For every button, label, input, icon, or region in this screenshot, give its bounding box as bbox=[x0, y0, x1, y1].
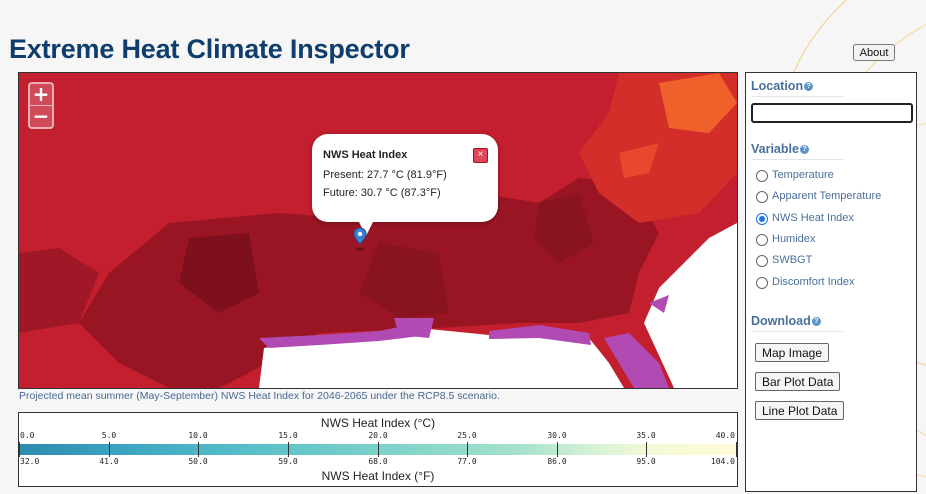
map-popup: NWS Heat Index × Present: 27.7 °C (81.9°… bbox=[312, 134, 498, 236]
legend-tick-mark bbox=[467, 442, 468, 457]
legend-tick-fahrenheit: 32.0 bbox=[20, 457, 40, 466]
legend-tick-fahrenheit: 104.0 bbox=[710, 457, 735, 466]
variable-heading: Variable? bbox=[751, 142, 809, 156]
legend-tick-fahrenheit: 95.0 bbox=[636, 457, 656, 466]
legend-tick-celsius: 35.0 bbox=[636, 431, 656, 440]
legend-tick-celsius: 0.0 bbox=[20, 431, 35, 440]
heat-map[interactable]: + − NWS Heat Index × Present: 27.7 °C (8… bbox=[18, 72, 738, 389]
variable-label[interactable]: Humidex bbox=[772, 232, 816, 245]
help-icon[interactable]: ? bbox=[799, 145, 809, 154]
map-caption: Projected mean summer (May-September) NW… bbox=[19, 390, 500, 402]
legend-tick-fahrenheit: 50.0 bbox=[188, 457, 208, 466]
variable-radio[interactable] bbox=[756, 233, 768, 246]
legend-tick-fahrenheit: 59.0 bbox=[278, 457, 298, 466]
variable-label[interactable]: SWBGT bbox=[772, 254, 813, 267]
legend-tick-fahrenheit: 86.0 bbox=[547, 457, 567, 466]
variable-label[interactable]: NWS Heat Index bbox=[772, 211, 854, 224]
variable-label[interactable]: Apparent Temperature bbox=[772, 190, 882, 203]
location-heading: Location? bbox=[751, 79, 814, 93]
map-raster bbox=[19, 73, 737, 388]
legend-tick-mark bbox=[646, 442, 647, 457]
popup-title: NWS Heat Index bbox=[323, 149, 408, 161]
divider bbox=[751, 159, 843, 160]
legend-tick-mark bbox=[109, 442, 110, 457]
variable-radio[interactable] bbox=[756, 276, 768, 289]
download-heading: Download? bbox=[751, 314, 821, 328]
variable-radio[interactable] bbox=[756, 212, 768, 225]
control-sidebar: Location? Variable? Temperature Apparent … bbox=[745, 72, 917, 492]
divider bbox=[751, 331, 843, 332]
variable-radio[interactable] bbox=[756, 255, 768, 268]
popup-present-value: Present: 27.7 °C (81.9°F) bbox=[323, 169, 447, 181]
map-marker-icon[interactable] bbox=[353, 228, 367, 252]
popup-close-button[interactable]: × bbox=[473, 148, 488, 163]
legend-tick-celsius: 5.0 bbox=[101, 431, 117, 440]
zoom-in-button[interactable]: + bbox=[32, 82, 50, 106]
legend-tick-celsius: 15.0 bbox=[278, 431, 298, 440]
variable-label[interactable]: Temperature bbox=[772, 169, 834, 181]
legend-title-fahrenheit: NWS Heat Index (°F) bbox=[321, 469, 435, 483]
line-plot-data-button[interactable]: Line Plot Data bbox=[755, 401, 845, 420]
variable-label[interactable]: Discomfort Index bbox=[772, 275, 855, 288]
divider bbox=[751, 96, 843, 97]
legend-tick-mark bbox=[378, 442, 379, 457]
legend-tick-celsius: 25.0 bbox=[457, 431, 477, 440]
popup-future-value: Future: 30.7 °C (87.3°F) bbox=[323, 187, 441, 199]
legend-tick-mark bbox=[19, 442, 20, 457]
help-icon[interactable]: ? bbox=[804, 82, 814, 91]
help-icon[interactable]: ? bbox=[811, 317, 821, 326]
variable-radio[interactable] bbox=[756, 170, 768, 182]
color-legend: NWS Heat Index (°C) 0.0 32.0 5.0 41.0 10.0 50… bbox=[18, 412, 738, 487]
about-button[interactable]: About bbox=[853, 44, 895, 61]
location-input[interactable] bbox=[751, 103, 913, 123]
legend-tick-celsius: 20.0 bbox=[368, 431, 388, 440]
legend-tick-celsius: 30.0 bbox=[547, 431, 567, 440]
legend-tick-fahrenheit: 68.0 bbox=[368, 457, 388, 466]
variable-radio[interactable] bbox=[756, 191, 768, 204]
page-title: Extreme Heat Climate Inspector bbox=[9, 34, 410, 64]
legend-tick-celsius: 10.0 bbox=[188, 431, 208, 440]
legend-tick-mark bbox=[198, 442, 199, 457]
legend-tick-celsius: 40.0 bbox=[715, 431, 735, 440]
legend-tick-mark bbox=[557, 442, 558, 457]
legend-tick-fahrenheit: 41.0 bbox=[99, 457, 119, 466]
map-image-button[interactable]: Map Image bbox=[755, 343, 830, 362]
legend-title-celsius: NWS Heat Index (°C) bbox=[320, 416, 436, 430]
legend-tick-mark bbox=[288, 442, 289, 457]
legend-tick-mark bbox=[736, 442, 737, 457]
bar-plot-data-button[interactable]: Bar Plot Data bbox=[755, 372, 841, 391]
legend-tick-fahrenheit: 77.0 bbox=[457, 457, 477, 466]
zoom-out-button[interactable]: − bbox=[30, 105, 52, 127]
zoom-control: + − bbox=[28, 82, 54, 129]
